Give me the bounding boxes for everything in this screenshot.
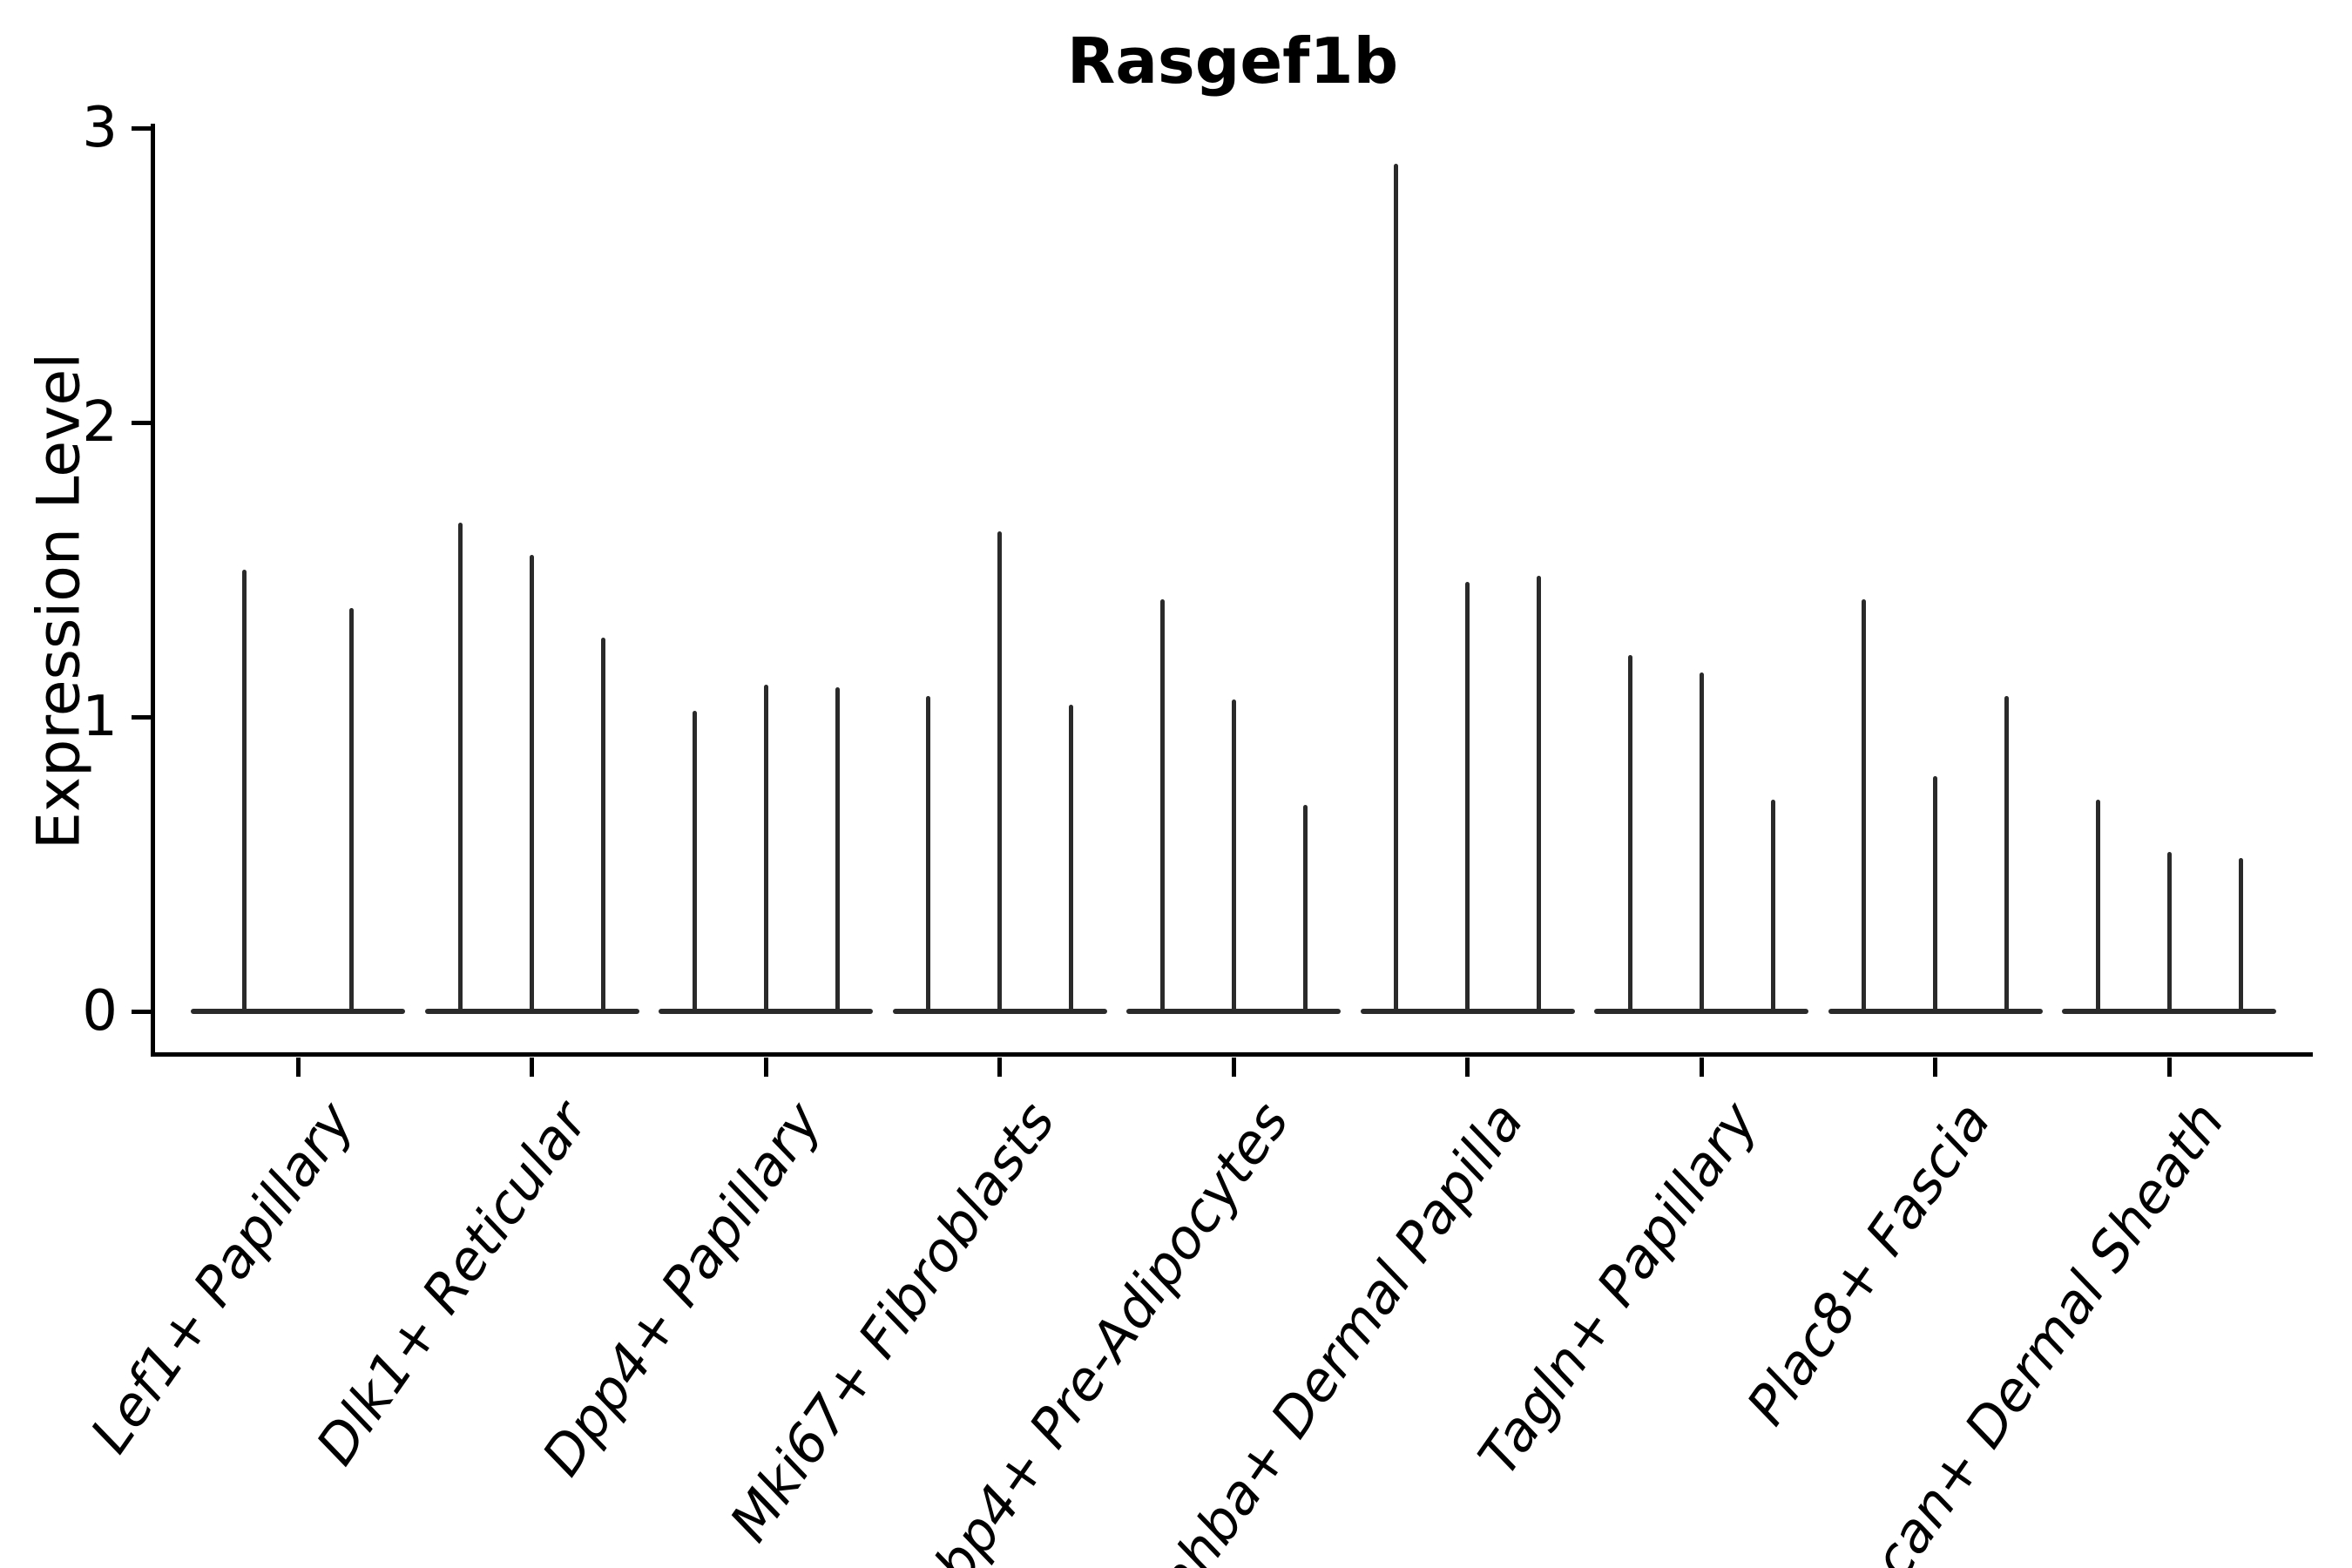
violin-spike	[1627, 655, 1632, 1014]
violin-spike	[1069, 705, 1073, 1014]
violin-spike	[1465, 581, 1470, 1014]
violin-spike	[1862, 598, 1866, 1014]
violin-spike	[349, 607, 354, 1014]
violin-spike	[1537, 575, 1541, 1014]
x-tick-mark	[1699, 1058, 1704, 1077]
y-axis-spine	[151, 124, 155, 1057]
violin-spike	[1394, 163, 1398, 1014]
y-tick-mark	[132, 126, 151, 131]
violin-spike	[1770, 799, 1775, 1014]
x-tick-label: Inhba+ Dermal Papilla	[1134, 1091, 1536, 1568]
plot-title: Rasgef1b	[1066, 24, 1399, 98]
y-tick-mark	[132, 1010, 151, 1014]
y-tick-label: 1	[82, 685, 118, 749]
y-tick-label: 2	[82, 390, 118, 455]
violin-spike	[1159, 598, 1165, 1014]
violin-spike	[763, 684, 768, 1014]
x-axis-spine	[151, 1052, 2313, 1057]
violin-spike	[926, 696, 930, 1014]
violin-spike	[835, 687, 840, 1014]
x-tick-mark	[1465, 1058, 1470, 1077]
violin-spike	[692, 711, 697, 1014]
violin-spike	[242, 570, 247, 1014]
x-tick-mark	[1933, 1058, 1937, 1077]
y-tick-mark	[132, 715, 151, 720]
violin-spike	[2166, 852, 2172, 1014]
x-tick-mark	[1231, 1058, 1236, 1077]
violin-spike	[601, 637, 605, 1014]
y-tick-label: 3	[82, 96, 118, 160]
violin-spike	[2004, 696, 2009, 1014]
y-tick-label: 0	[82, 979, 118, 1044]
violin-spike	[530, 555, 534, 1014]
violin-spike	[1231, 699, 1236, 1014]
violin-spike	[2095, 799, 2100, 1014]
x-tick-mark	[997, 1058, 1002, 1077]
violin-spike	[997, 531, 1002, 1014]
violin-spike	[458, 522, 463, 1014]
x-tick-mark	[763, 1058, 768, 1077]
x-tick-label: Lef1+ Papillary	[78, 1091, 366, 1464]
x-tick-mark	[295, 1058, 301, 1077]
violin-base	[191, 1009, 405, 1014]
violin-spike	[1302, 805, 1308, 1014]
x-tick-mark	[530, 1058, 534, 1077]
violin-spike	[2238, 858, 2243, 1014]
x-tick-mark	[2166, 1058, 2172, 1077]
y-tick-mark	[132, 421, 151, 425]
violin-spike	[1933, 775, 1937, 1014]
violin-spike	[1699, 672, 1704, 1014]
x-tick-label: Plac8+ Fascia	[1734, 1091, 2004, 1436]
